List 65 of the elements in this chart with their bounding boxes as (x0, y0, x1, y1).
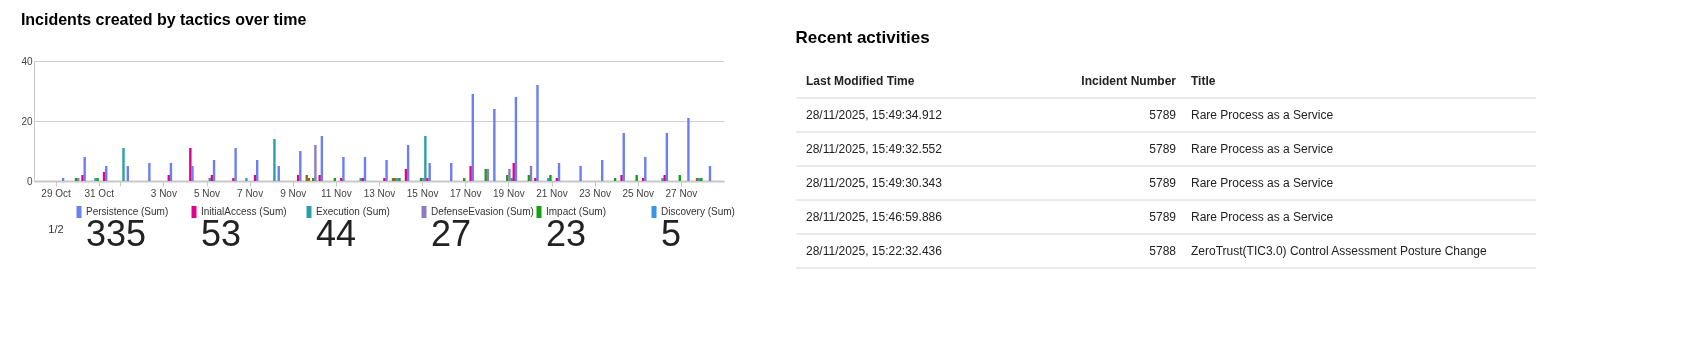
bar (508, 169, 511, 181)
bar (83, 157, 86, 181)
bar (385, 160, 388, 181)
bar (469, 166, 472, 181)
text: 28/11/2025, 15:49:30.343 (806, 176, 943, 190)
x-tick-label: 11 Nov (320, 187, 352, 199)
x-tick-label: 13 Nov (363, 187, 396, 199)
category-label: Incident Number (1081, 74, 1177, 88)
x-tick-label: 17 Nov (449, 187, 482, 199)
x-tick-label: 27 Nov (665, 187, 698, 199)
text: Recent activities (795, 28, 930, 47)
y-tick-label: 0 (26, 175, 33, 187)
text: 5789 (1149, 108, 1177, 122)
bar (122, 148, 125, 181)
bar (273, 139, 276, 181)
bar (428, 163, 431, 181)
bar (189, 148, 192, 181)
text: 5789 (1149, 142, 1177, 156)
bar (620, 175, 623, 181)
bar (579, 166, 582, 181)
text: 5789 (1149, 176, 1177, 190)
bar (148, 163, 151, 181)
text: 28/11/2025, 15:22:32.436 (806, 244, 943, 258)
text: Rare Process as a Service (1191, 108, 1334, 122)
bar (245, 178, 248, 181)
legend-label: Execution (Sum) (316, 206, 390, 217)
legend-label: DefenseEvasion (Sum) (431, 206, 534, 217)
text: 5789 (1149, 210, 1177, 224)
text: 1/2 (48, 223, 64, 235)
legend-label: Discovery (Sum) (661, 206, 735, 217)
x-tick-label: 9 Nov (280, 187, 307, 199)
category-label: Title (1191, 74, 1216, 88)
text: Rare Process as a Service (1191, 176, 1334, 190)
x-tick-label: 21 Nov (536, 187, 568, 199)
bar (510, 178, 513, 181)
bar (191, 166, 194, 181)
x-tick-label: 3 Nov (150, 187, 177, 199)
bar (635, 175, 638, 181)
x-tick-label: 5 Nov (193, 187, 221, 199)
x-tick-label: 19 Nov (493, 187, 525, 199)
chart-title: Incidents created by tactics over time (20, 11, 307, 28)
text: 5788 (1149, 244, 1177, 258)
text: 28/11/2025, 15:49:34.912 (806, 108, 943, 122)
text: 28/11/2025, 15:49:32.552 (806, 142, 943, 156)
bar (342, 157, 345, 181)
y-tick-label: 20 (21, 115, 33, 127)
x-tick-label: 25 Nov (622, 187, 655, 199)
text: Rare Process as a Service (1191, 210, 1334, 224)
x-tick-label: 15 Nov (406, 187, 439, 199)
bar (424, 136, 427, 181)
legend-label: InitialAccess (Sum) (201, 206, 287, 217)
text: ZeroTrust(TIC3.0) Control Assessment Posture Change (1191, 244, 1487, 258)
text: Rare Process as a Service (1191, 142, 1334, 156)
x-tick-label: 23 Nov (579, 187, 611, 199)
x-tick-label: 31 Oct (84, 187, 115, 199)
y-tick-label: 40 (21, 55, 33, 67)
x-tick-label: 29 Oct (41, 187, 72, 199)
bar (536, 85, 539, 181)
text: 28/11/2025, 15:46:59.886 (806, 210, 943, 224)
bar (687, 118, 690, 181)
category-label: Last Modified Time (806, 74, 915, 88)
bar (314, 145, 317, 181)
bar (493, 109, 496, 181)
x-tick-label: 7 Nov (237, 187, 264, 199)
bar (234, 148, 237, 181)
